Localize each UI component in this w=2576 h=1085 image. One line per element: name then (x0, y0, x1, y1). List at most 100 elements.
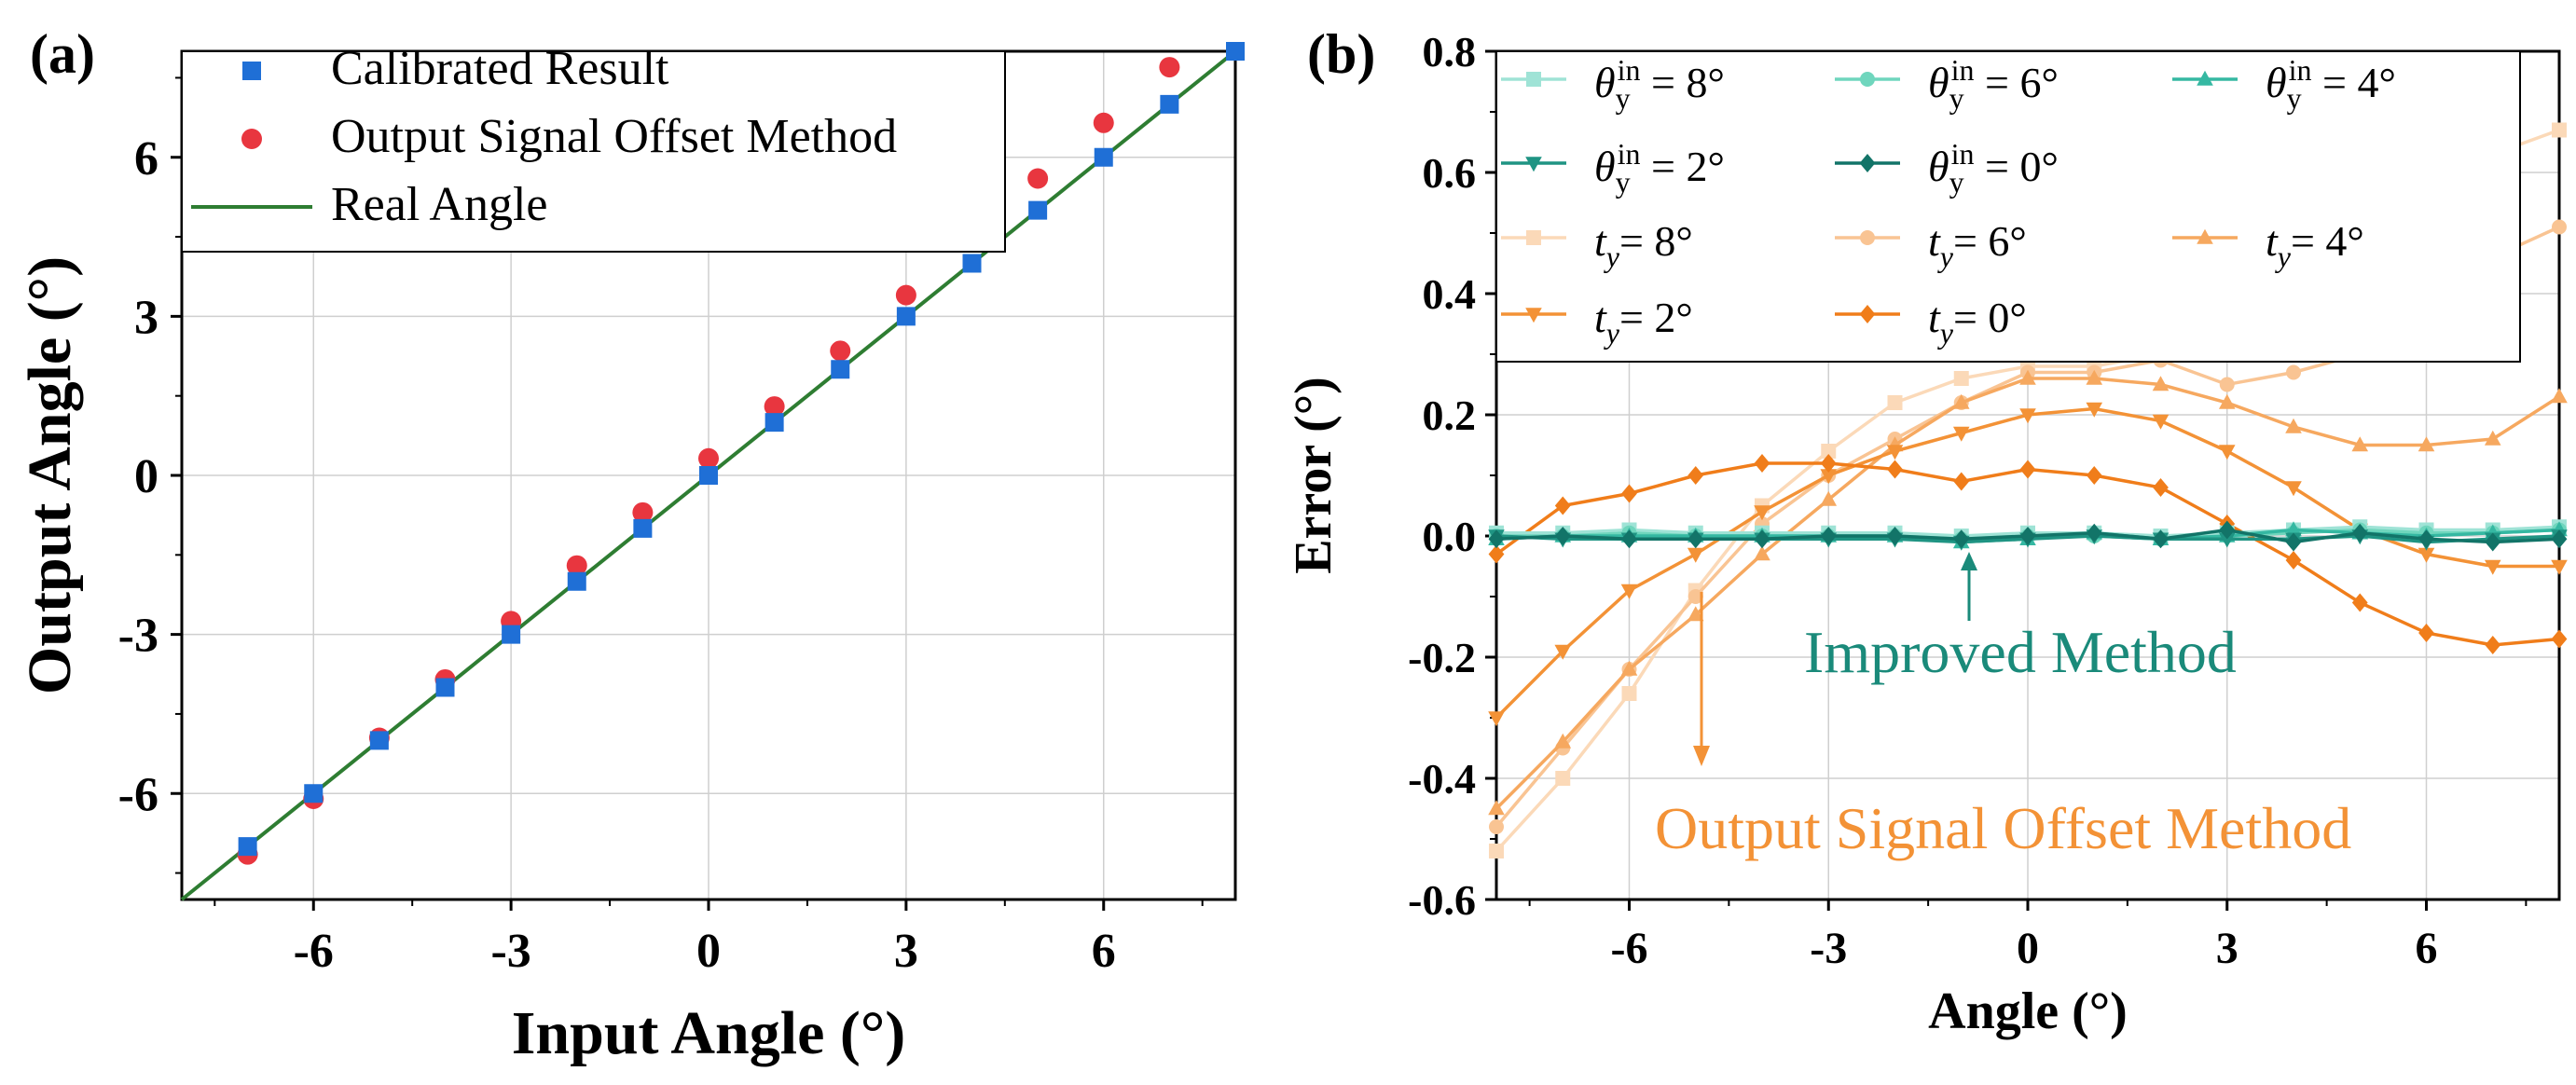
data-point (2218, 532, 2236, 548)
data-point (1821, 444, 1837, 459)
offset-method-point (1159, 57, 1180, 78)
x-tick-label: -6 (294, 925, 334, 978)
data-point (2418, 547, 2435, 563)
calibrated-result-point (1094, 147, 1113, 167)
legend-a-label: Output Signal Offset Method (331, 110, 897, 163)
data-point (2019, 460, 2036, 479)
data-point (2153, 478, 2169, 497)
data-point (1687, 547, 1704, 563)
legend-marker (242, 62, 261, 80)
calibrated-result-point (502, 625, 521, 644)
legend-b-item: θyin = 6° (1835, 53, 2059, 115)
data-point (1754, 505, 1770, 521)
legend-b-item: θyin = 4° (2172, 53, 2396, 115)
legend-b-label: ty= 4° (2266, 217, 2364, 273)
legend-marker (241, 129, 262, 149)
data-point (2351, 593, 2368, 612)
y-tick-label: -0.2 (1408, 634, 1476, 681)
calibrated-result-point (1226, 42, 1245, 61)
x-tick-label: -6 (1611, 924, 1648, 973)
legend-a-box (181, 50, 1006, 253)
y-tick-label: -0.6 (1408, 876, 1476, 924)
data-point (2484, 559, 2501, 575)
data-point (1687, 589, 1703, 604)
calibrated-result-point (633, 518, 653, 538)
data-point (2285, 521, 2302, 537)
offset-method-point (895, 284, 916, 306)
data-point (1554, 644, 1572, 660)
data-point (2552, 219, 2567, 235)
data-point (1621, 529, 1637, 549)
data-point (1687, 466, 1704, 485)
y-axis-label: Output Angle (°) (16, 256, 84, 694)
x-axis-label: Angle (°) (1928, 982, 2128, 1040)
series-ty-0deg (1488, 454, 2568, 654)
data-point (2219, 520, 2236, 540)
data-point (2551, 388, 2568, 404)
data-point (2153, 529, 2169, 549)
chart-b-error: -6 -3 0 3 6 -0.6 -0.4 -0.2 0.0 0.2 0.4 0.6 0.8 Angle … (1285, 28, 2568, 1040)
data-point (2219, 377, 2235, 392)
legend-swatch-marker (2197, 228, 2213, 244)
legend-b-box (1495, 50, 2521, 363)
data-point (2086, 369, 2103, 385)
improved-method-label: Improved Method (1804, 619, 2237, 685)
legend-b-label: ty= 2° (1594, 294, 1693, 350)
data-point (1488, 711, 1505, 727)
calibrated-result-point (962, 254, 982, 273)
y-tick-label: -6 (118, 768, 158, 821)
data-point (2351, 523, 2368, 542)
legend-swatch-marker (2197, 70, 2213, 86)
data-point (2418, 624, 2434, 642)
data-point (2485, 532, 2501, 552)
offset-method-point (1093, 112, 1114, 133)
data-point (2019, 527, 2036, 545)
data-point (2418, 529, 2434, 549)
y-tick-label: 0.2 (1423, 391, 1477, 439)
data-point (1952, 393, 1970, 409)
x-tick-label: -3 (1810, 924, 1847, 973)
data-point (1887, 460, 1903, 479)
calibrated-result-point (369, 731, 389, 750)
legend-b-label: θyin = 6° (1928, 53, 2059, 115)
data-point (2485, 636, 2501, 654)
legend-b-label: θyin = 2° (1594, 137, 1725, 199)
data-point (2218, 445, 2236, 460)
data-point (2351, 436, 2369, 452)
data-point (1820, 490, 1838, 506)
data-point (2551, 629, 2568, 649)
calibrated-result-point (1028, 200, 1048, 220)
y-tick-label: -3 (118, 610, 158, 663)
calibrated-result-point (304, 784, 324, 803)
offset-method-point (632, 501, 654, 523)
legend-swatch-marker (1859, 305, 1876, 323)
calibrated-result-point (699, 466, 718, 485)
data-point (1554, 733, 1572, 749)
data-point (2551, 559, 2568, 575)
y-tick-label: 0.4 (1423, 270, 1477, 318)
data-point (2086, 523, 2102, 542)
data-point (2086, 466, 2102, 485)
calibrated-result-point (896, 307, 916, 326)
data-point (2086, 402, 2103, 418)
data-point (1887, 527, 1903, 545)
data-point (1754, 545, 1770, 561)
data-point (2019, 369, 2036, 385)
y-tick-label: 0.6 (1423, 149, 1477, 197)
calibrated-result-point (435, 678, 455, 697)
calibrated-result-point (567, 571, 586, 591)
legend-swatch-marker (1859, 154, 1876, 172)
improved-method-annotation: Improved Method (1804, 552, 2237, 685)
data-point (1555, 771, 1571, 786)
legend-b-item: ty= 4° (2172, 217, 2364, 273)
legend-b-item: ty= 8° (1501, 217, 1693, 273)
legend-b-label: θyin = 0° (1928, 137, 2059, 199)
data-point (2152, 414, 2170, 430)
series-ty-4deg (1488, 369, 2568, 816)
data-point (1554, 527, 1571, 545)
data-point (1621, 686, 1637, 701)
data-point (1886, 445, 1904, 460)
data-point (1820, 469, 1838, 485)
data-point (1687, 529, 1704, 549)
